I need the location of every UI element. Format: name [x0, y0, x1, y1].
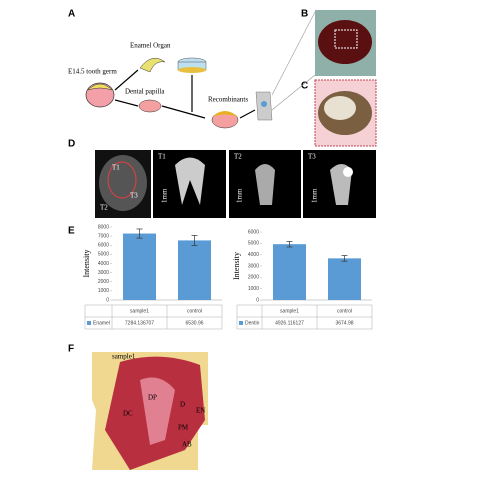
panel-label: F [68, 344, 74, 355]
diagram-label: Recombinants [208, 96, 248, 104]
axis-title: Intensity [82, 250, 91, 278]
y-tick-label: 3000 [98, 270, 109, 276]
y-tick-label: 0 [106, 297, 109, 303]
y-tick-label: 6000 [98, 243, 109, 249]
panel-label: B [301, 9, 308, 20]
x-tick-label: sample1 [280, 308, 299, 314]
x-tick-label: sample1 [130, 308, 149, 314]
ct-label: T2 [100, 204, 108, 212]
ct-image [95, 150, 376, 218]
histology-label: DC [123, 410, 133, 418]
diagram-label: Enamel Organ [130, 42, 171, 50]
y-tick-label: 8000 [98, 224, 109, 230]
bar [328, 258, 361, 300]
diagram [85, 11, 316, 129]
table-value: 3674.98 [335, 320, 353, 326]
histology-label: EN [196, 407, 205, 415]
scale-label: 1mm [236, 188, 244, 203]
y-tick-label: 4000 [98, 261, 109, 267]
y-tick-label: 1000 [248, 286, 259, 292]
legend-label: Dentin [245, 320, 260, 326]
legend-swatch [239, 321, 243, 325]
ct-label: T2 [234, 153, 242, 161]
histology-label: AB [182, 441, 192, 449]
bar [178, 240, 211, 300]
diagram-label: Dental papilla [125, 88, 165, 96]
panel-label: E [68, 226, 75, 237]
panel-label: D [68, 139, 75, 150]
y-tick-label: 2000 [248, 275, 259, 281]
histology-label: sample1 [112, 353, 136, 361]
axis-title: Intensity [232, 252, 241, 280]
histology-label: PM [178, 424, 189, 432]
y-tick-label: 1000 [98, 288, 109, 294]
y-tick-label: 6000 [248, 229, 259, 235]
y-tick-label: 5000 [248, 241, 259, 247]
y-tick-label: 0 [256, 297, 259, 303]
ct-label: T1 [158, 153, 166, 161]
x-tick-label: control [187, 308, 202, 314]
histology-label: D [180, 401, 185, 409]
histology-label: DP [148, 394, 157, 402]
x-tick-label: control [337, 308, 352, 314]
y-tick-label: 5000 [98, 252, 109, 258]
legend-label: Enamel [93, 320, 110, 326]
panel-label: C [301, 81, 308, 92]
ct-label: T3 [308, 153, 316, 161]
scale-label: 1mm [161, 188, 169, 203]
bar [123, 233, 156, 300]
table-value: 4926.116127 [275, 320, 304, 326]
y-tick-label: 2000 [98, 279, 109, 285]
table-value: 7284.136707 [125, 320, 154, 326]
ct-label: T3 [130, 192, 138, 200]
y-tick-label: 7000 [98, 233, 109, 239]
panel-label: A [68, 9, 75, 20]
ct-label: T1 [112, 164, 120, 172]
table-value: 6530.96 [185, 320, 203, 326]
scale-label: 1mm [311, 188, 319, 203]
photo [314, 10, 377, 147]
y-tick-label: 3000 [248, 263, 259, 269]
y-tick-label: 4000 [248, 252, 259, 258]
legend-swatch [87, 321, 91, 325]
bar [273, 244, 306, 300]
diagram-label: E14.5 tooth germ [68, 68, 117, 76]
histology-image [92, 352, 208, 470]
